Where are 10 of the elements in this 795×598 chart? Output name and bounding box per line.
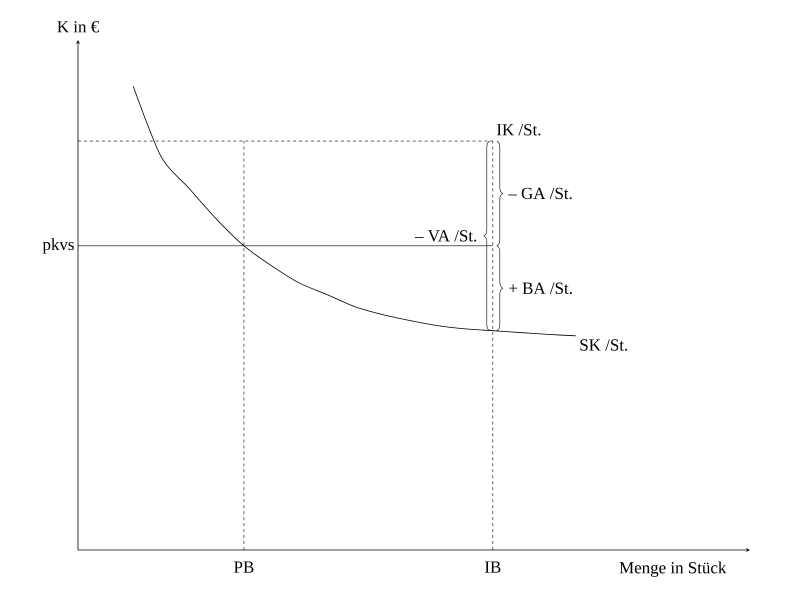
series-label: SK /St.: [580, 339, 628, 351]
x-axis-title: Menge in Stück: [620, 562, 726, 577]
annotation: IK /St.: [496, 124, 540, 136]
annotation: – VA /St.: [414, 230, 476, 242]
x-tick-label: PB: [234, 562, 254, 573]
y-axis-title: K in €: [57, 21, 99, 32]
annotation: + BA /St.: [509, 282, 572, 294]
x-tick-label: IB: [484, 562, 500, 573]
ref-line-label: pkvs: [42, 238, 74, 254]
annotation: – GA /St.: [508, 188, 572, 200]
